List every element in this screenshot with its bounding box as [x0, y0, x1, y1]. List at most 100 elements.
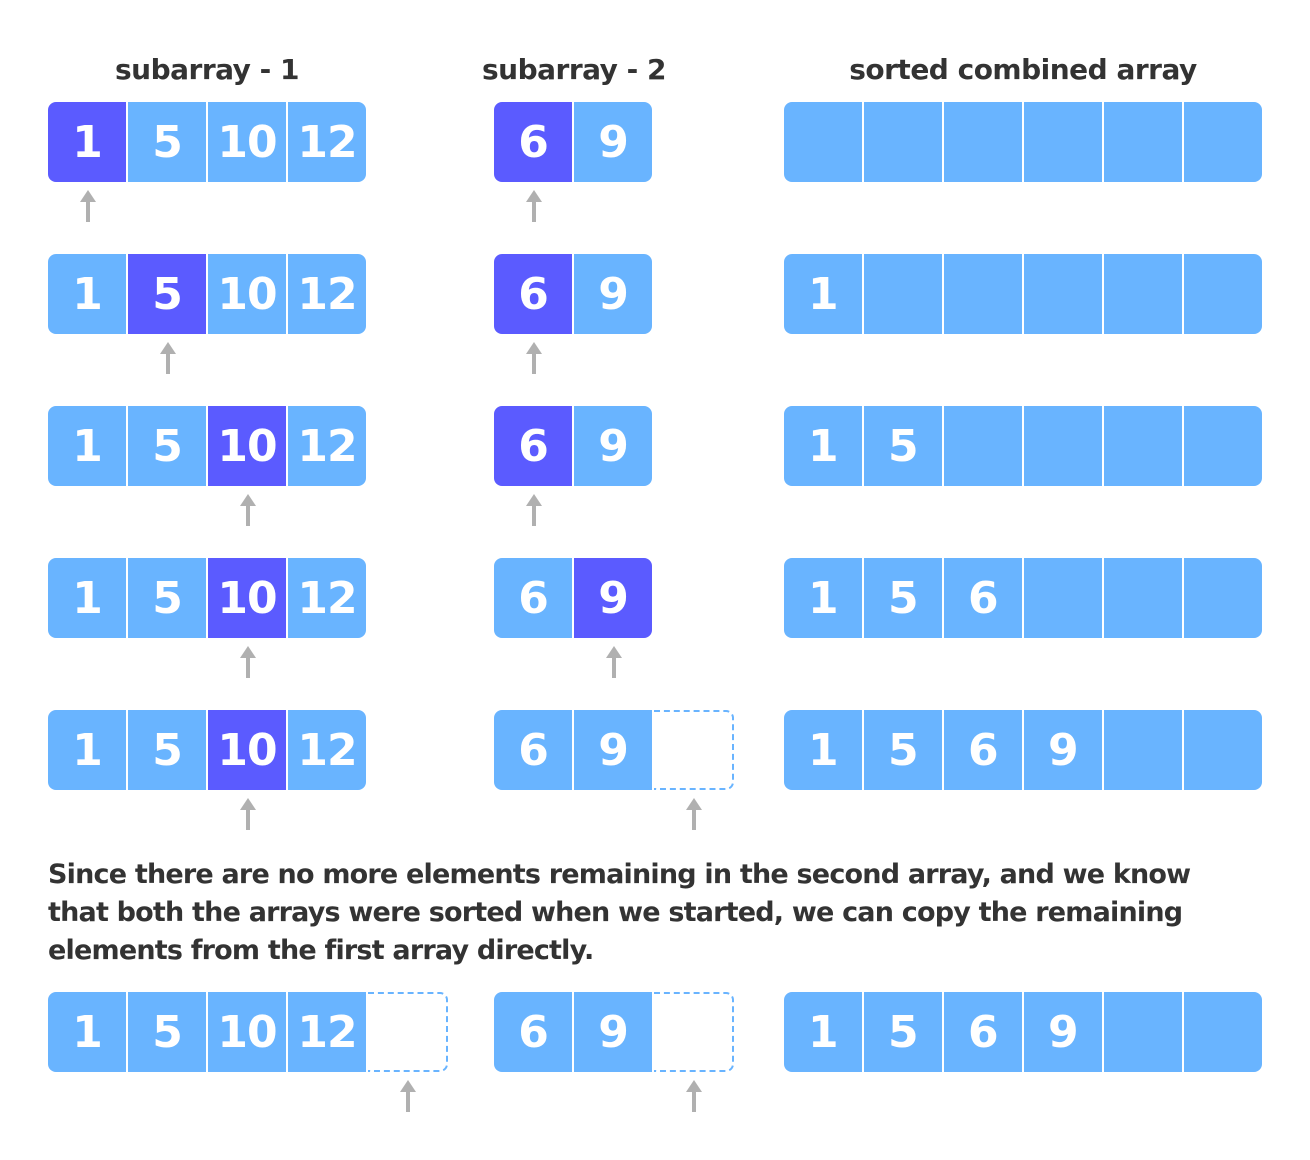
combined-array: [784, 102, 1262, 182]
subarray2-cell: 6: [494, 102, 572, 182]
subarray1-cell: 10: [208, 102, 286, 182]
combined-cell: [1104, 406, 1182, 486]
combined-cell: [1184, 254, 1262, 334]
merge-step-row: 1 5 10 12 6 9 1 5 6: [0, 558, 1310, 638]
combined-cell: 5: [864, 406, 942, 486]
subarray1-cell: 1: [48, 406, 126, 486]
combined-cell: [1104, 254, 1182, 334]
combined-cell: [944, 406, 1022, 486]
subarray-1-pointer-arrow-icon: [240, 798, 256, 832]
subarray2-cell: 6: [494, 406, 572, 486]
combined-cell: [864, 102, 942, 182]
combined-array-heading: sorted combined array: [849, 53, 1197, 86]
subarray-2-pointer-arrow-icon: [686, 1080, 702, 1114]
subarray1-cell: 5: [128, 102, 206, 182]
subarray1-cell: 12: [288, 102, 366, 182]
subarray1-cell: 10: [208, 710, 286, 790]
combined-cell: [1024, 406, 1102, 486]
subarray2-cell: 6: [494, 558, 572, 638]
combined-cell: [1184, 710, 1262, 790]
subarray1-cell: 10: [208, 992, 286, 1072]
subarray2-cell: 9: [574, 558, 652, 638]
subarray1-array: 1 5 10 12: [48, 710, 366, 790]
subarray-2-pointer-arrow-icon: [606, 646, 622, 680]
combined-cell: 1: [784, 992, 862, 1072]
subarray1-cell: 12: [288, 558, 366, 638]
combined-cell: 1: [784, 558, 862, 638]
subarray1-cell: 1: [48, 710, 126, 790]
combined-cell: [1024, 254, 1102, 334]
subarray1-cell: 10: [208, 406, 286, 486]
subarray-2-pointer-arrow-icon: [526, 190, 542, 224]
subarray-1-heading: subarray - 1: [114, 53, 300, 86]
subarray2-cell: 6: [494, 254, 572, 334]
combined-cell: 6: [944, 558, 1022, 638]
subarray1-array: 1 5 10 12: [48, 558, 366, 638]
subarray1-cell: 12: [288, 710, 366, 790]
combined-cell: 5: [864, 992, 942, 1072]
combined-cell: 1: [784, 710, 862, 790]
subarray1-cell: 1: [48, 992, 126, 1072]
subarray2-cell: 6: [494, 710, 572, 790]
subarray1-array: 1 5 10 12: [48, 254, 366, 334]
subarray1-cell: 10: [208, 254, 286, 334]
subarray-1-pointer-arrow-icon: [400, 1080, 416, 1114]
merge-step-row: 1 5 10 12 6 9 1 5 6 9: [0, 992, 1310, 1072]
combined-cell: [944, 102, 1022, 182]
subarray1-cell: 1: [48, 254, 126, 334]
merge-step-row: 1 5 10 12 6 9 1 5 6 9: [0, 710, 1310, 790]
combined-array: 1: [784, 254, 1262, 334]
merge-step-row: 1 5 10 12 6 9: [0, 102, 1310, 182]
subarray-2-pointer-arrow-icon: [686, 798, 702, 832]
combined-cell: 1: [784, 254, 862, 334]
subarray2-cell: 9: [574, 992, 652, 1072]
subarray2-cell: 6: [494, 992, 572, 1072]
subarray1-array: 1 5 10 12: [48, 406, 366, 486]
subarray1-array: 1 5 10 12: [48, 102, 366, 182]
combined-cell: [1024, 558, 1102, 638]
subarray-1-pointer-arrow-icon: [80, 190, 96, 224]
subarray1-end-slot: [368, 992, 448, 1072]
combined-cell: [1104, 102, 1182, 182]
combined-cell: [1024, 102, 1102, 182]
combined-cell: [1104, 710, 1182, 790]
combined-cell: [1184, 406, 1262, 486]
subarray1-array: 1 5 10 12: [48, 992, 448, 1072]
combined-cell: 9: [1024, 710, 1102, 790]
subarray-1-pointer-arrow-icon: [240, 646, 256, 680]
subarray1-cell: 10: [208, 558, 286, 638]
combined-cell: [1184, 102, 1262, 182]
combined-cell: [1184, 992, 1262, 1072]
subarray1-cell: 5: [128, 406, 206, 486]
combined-cell: [1184, 558, 1262, 638]
subarray-2-pointer-arrow-icon: [526, 342, 542, 376]
subarray-1-pointer-arrow-icon: [240, 494, 256, 528]
combined-cell: [784, 102, 862, 182]
combined-cell: 1: [784, 406, 862, 486]
subarray2-end-slot: [654, 992, 734, 1072]
combined-cell: 9: [1024, 992, 1102, 1072]
merge-step-row: 1 5 10 12 6 9 1: [0, 254, 1310, 334]
subarray1-cell: 1: [48, 558, 126, 638]
subarray1-cell: 5: [128, 558, 206, 638]
subarray2-cell: 9: [574, 102, 652, 182]
combined-cell: [1104, 558, 1182, 638]
subarray-1-pointer-arrow-icon: [160, 342, 176, 376]
subarray1-cell: 5: [128, 254, 206, 334]
combined-cell: 6: [944, 992, 1022, 1072]
subarray2-cell: 9: [574, 406, 652, 486]
combined-cell: [1104, 992, 1182, 1072]
combined-cell: 6: [944, 710, 1022, 790]
subarray1-cell: 1: [48, 102, 126, 182]
subarray2-cell: 9: [574, 254, 652, 334]
subarray-2-pointer-arrow-icon: [526, 494, 542, 528]
